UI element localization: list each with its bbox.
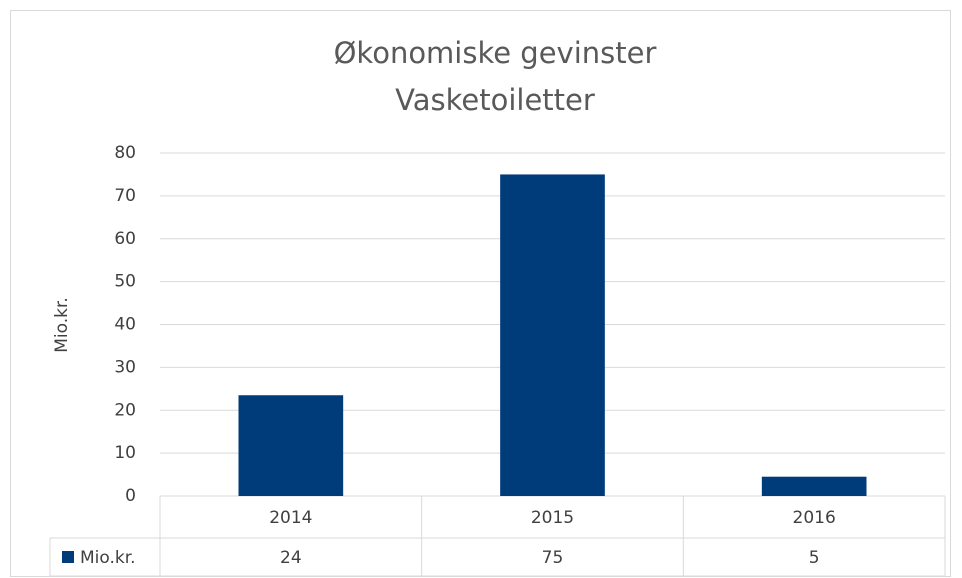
y-tick-label: 40 — [114, 315, 136, 335]
y-tick-label: 20 — [114, 400, 136, 420]
table-value: 5 — [809, 548, 820, 568]
x-tick-label: 2014 — [269, 508, 312, 528]
y-tick-label: 80 — [114, 143, 136, 163]
y-tick-label: 60 — [114, 229, 136, 249]
y-tick-label: 50 — [114, 272, 136, 292]
table-value: 24 — [280, 548, 302, 568]
legend-swatch — [62, 551, 74, 563]
table-value: 75 — [542, 548, 564, 568]
y-tick-label: 0 — [125, 486, 136, 506]
x-tick-label: 2015 — [531, 508, 574, 528]
bar — [500, 174, 605, 496]
y-tick-label: 70 — [114, 186, 136, 206]
bar — [761, 476, 867, 496]
legend-label: Mio.kr. — [80, 548, 136, 568]
chart-subtitle: Vasketoiletter — [395, 83, 595, 117]
x-tick-label: 2016 — [793, 508, 836, 528]
bar — [238, 395, 344, 496]
y-tick-label: 30 — [114, 357, 136, 377]
y-tick-label: 10 — [114, 443, 136, 463]
y-axis-label: Mio.kr. — [52, 297, 72, 353]
chart-title: Økonomiske gevinster — [334, 36, 657, 70]
